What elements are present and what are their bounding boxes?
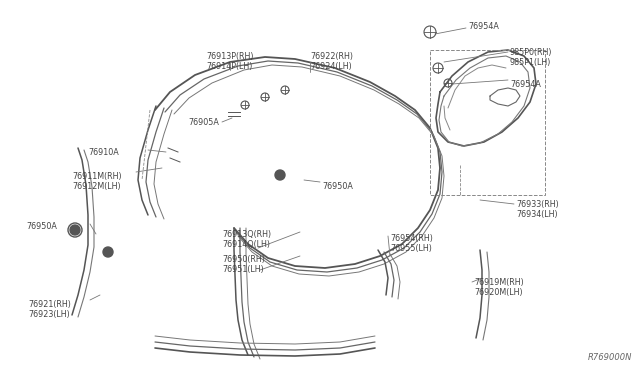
Text: 76913Q(RH)
76914Q(LH): 76913Q(RH) 76914Q(LH): [222, 230, 271, 249]
Text: 76919M(RH)
76920M(LH): 76919M(RH) 76920M(LH): [474, 278, 524, 297]
Text: 76913P(RH)
76914P(LH): 76913P(RH) 76914P(LH): [206, 52, 253, 71]
Text: 985P0(RH)
985P1(LH): 985P0(RH) 985P1(LH): [510, 48, 552, 67]
Circle shape: [72, 227, 78, 233]
Text: 76922(RH)
76924(LH): 76922(RH) 76924(LH): [310, 52, 353, 71]
Text: 76911M(RH)
76912M(LH): 76911M(RH) 76912M(LH): [72, 172, 122, 192]
Text: 76910A: 76910A: [88, 148, 119, 157]
Text: 76950(RH)
76951(LH): 76950(RH) 76951(LH): [222, 255, 265, 275]
Text: 76950A: 76950A: [322, 182, 353, 191]
Text: 76954A: 76954A: [468, 22, 499, 31]
Circle shape: [70, 225, 80, 235]
Text: 76950A: 76950A: [26, 222, 57, 231]
Text: R769000N: R769000N: [588, 353, 632, 362]
Text: 76905A: 76905A: [188, 118, 219, 127]
Text: 76954(RH)
76955(LH): 76954(RH) 76955(LH): [390, 234, 433, 253]
Bar: [430, 50, 545, 195]
Circle shape: [103, 247, 113, 257]
Text: 76933(RH)
76934(LH): 76933(RH) 76934(LH): [516, 200, 559, 219]
Text: 76954A: 76954A: [510, 80, 541, 89]
Circle shape: [275, 170, 285, 180]
Text: 76921(RH)
76923(LH): 76921(RH) 76923(LH): [28, 300, 71, 320]
